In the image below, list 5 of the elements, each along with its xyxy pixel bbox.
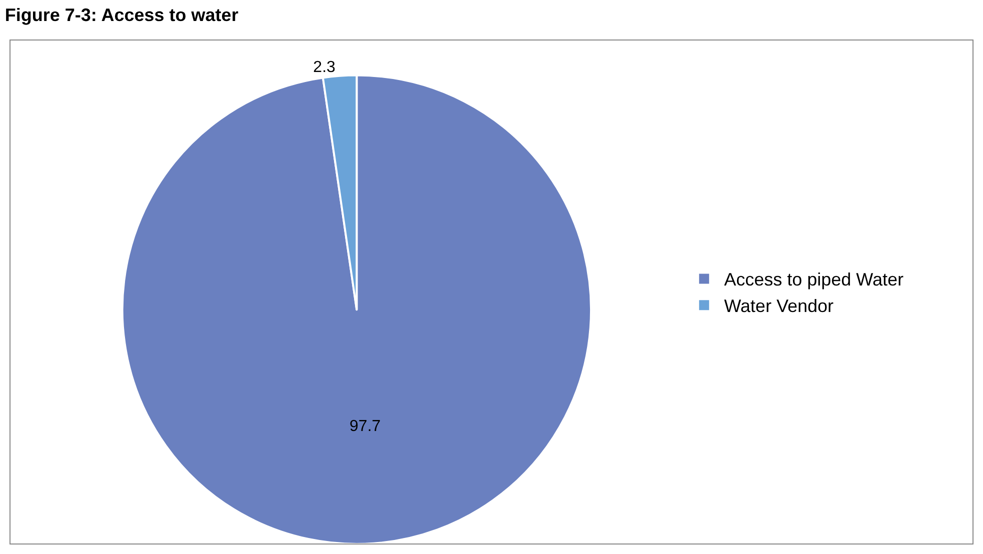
chart-title: Figure 7-3: Access to water	[4, 4, 238, 25]
legend-label: Access to piped Water	[724, 270, 904, 290]
data-label: 2.3	[313, 58, 336, 76]
data-label: 97.7	[350, 418, 381, 436]
legend-label: Water Vendor	[724, 296, 834, 316]
